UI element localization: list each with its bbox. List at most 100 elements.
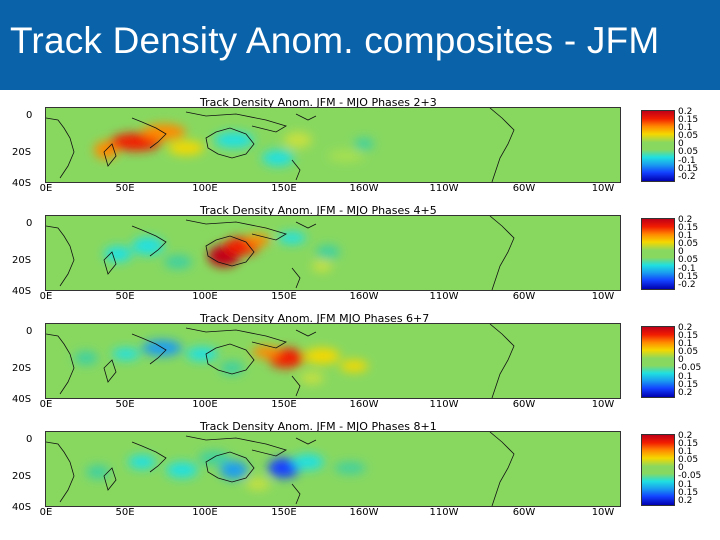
anomaly-blob: [262, 150, 294, 166]
x-tick-label: 0E: [39, 507, 53, 518]
colorbar-label: 0.05: [678, 147, 699, 158]
colorbar-label: 0.1: [678, 371, 693, 382]
anomaly-blob: [268, 458, 300, 478]
y-tick-label: 0: [26, 434, 33, 445]
colorbar-labels: 0.2 0.15 0.1 0.05 0 0.05 -0.1 0.15 -0.2: [678, 215, 720, 289]
x-tick-label: 160W: [349, 507, 379, 518]
colorbar-label: -0.2: [678, 171, 696, 182]
x-tick-label: 60W: [512, 399, 536, 410]
anomaly-blob: [168, 141, 204, 155]
anomaly-map: [45, 215, 621, 291]
anomaly-blob: [86, 465, 110, 479]
x-tick-label: 100E: [192, 183, 218, 194]
colorbar-label: 0.05: [678, 347, 699, 358]
colorbar-label: 0: [678, 463, 684, 474]
anomaly-blob: [300, 372, 324, 384]
colorbar-labels: 0.2 0.15 0.1 0.05 0 -0.05 0.1 0.15 0.2: [678, 323, 720, 397]
colorbar-label: 0.1: [678, 339, 693, 350]
x-tick-label: 100E: [192, 507, 218, 518]
colorbar-label: 0: [678, 247, 684, 258]
anomaly-blob: [112, 348, 140, 360]
x-tick-label: 150E: [271, 291, 297, 302]
y-tick-label: 40S: [12, 286, 32, 297]
anomaly-blob: [166, 462, 198, 478]
x-tick-label: 60W: [512, 183, 536, 194]
colorbar: [641, 110, 675, 182]
colorbar-label: 0.2: [678, 215, 693, 225]
anomaly-blob: [214, 132, 254, 148]
coastlines: [46, 108, 515, 182]
colorbar-label: 0.2: [678, 431, 693, 441]
colorbar-label: -0.05: [678, 471, 702, 482]
colorbar-label: 0.15: [678, 115, 699, 126]
colorbar-label: 0.05: [678, 239, 699, 250]
map-panel-phases-8-1: Track Density Anom. JFM - MJO Phases 8+1…: [0, 420, 720, 528]
colorbar-label: 0.15: [678, 331, 699, 342]
colorbar-label: 0.2: [678, 107, 693, 117]
colorbar-label: 0.1: [678, 447, 693, 458]
y-tick-label: 20S: [12, 471, 32, 482]
x-tick-label: 10W: [591, 291, 615, 302]
colorbar-label: 0.1: [678, 123, 693, 134]
anomaly-blob: [292, 454, 324, 470]
y-tick-label: 40S: [12, 178, 32, 189]
anomaly-blob: [74, 351, 98, 365]
colorbar-label: 0.05: [678, 131, 699, 142]
anomaly-blob: [128, 455, 156, 469]
panel-title: Track Density Anom. JFM - MJO Phases 4+5: [200, 204, 437, 217]
x-tick-label: 110W: [429, 183, 459, 194]
x-tick-label: 160W: [349, 399, 379, 410]
y-tick-label: 0: [26, 326, 33, 337]
colorbar-label: -0.05: [678, 363, 702, 374]
anomaly-blob: [164, 255, 192, 269]
anomaly-blob: [252, 346, 280, 358]
x-tick-label: 50E: [115, 399, 135, 410]
x-tick-label: 0E: [39, 399, 53, 410]
anomaly-map: [45, 323, 621, 399]
x-tick-label: 100E: [192, 399, 218, 410]
anomaly-blob: [220, 361, 244, 375]
x-tick-label: 110W: [429, 399, 459, 410]
anomaly-blob: [142, 124, 186, 140]
x-tick-label: 50E: [115, 183, 135, 194]
x-tick-label: 160W: [349, 183, 379, 194]
y-tick-label: 0: [26, 110, 33, 121]
anomaly-blob: [340, 360, 368, 372]
colorbar-label: 0.2: [678, 495, 693, 506]
colorbar-label: 0.1: [678, 231, 693, 242]
colorbar: [641, 434, 675, 506]
y-tick-label: 0: [26, 218, 33, 229]
colorbar-label: -0.1: [678, 155, 696, 166]
anomaly-blob: [278, 232, 306, 244]
colorbar-label: 0.2: [678, 323, 693, 333]
x-tick-label: 60W: [512, 507, 536, 518]
colorbar-label: 0.05: [678, 255, 699, 266]
x-tick-label: 160W: [349, 291, 379, 302]
page-title: Track Density Anom. composites - JFM: [10, 20, 660, 61]
colorbar: [641, 218, 675, 290]
map-panel-phases-2-3: Track Density Anom. JFM - MJO Phases 2+3…: [0, 96, 720, 204]
x-tick-label: 150E: [271, 399, 297, 410]
colorbar-label: 0: [678, 139, 684, 150]
y-tick-label: 40S: [12, 502, 32, 513]
anomaly-blob: [354, 138, 374, 150]
x-tick-label: 50E: [115, 291, 135, 302]
y-tick-label: 20S: [12, 147, 32, 158]
colorbar-labels: 0.2 0.15 0.1 0.05 0 -0.05 0.1 0.15 0.2: [678, 431, 720, 506]
anomaly-blob: [334, 462, 366, 474]
colorbar-label: 0.15: [678, 271, 699, 282]
colorbar-label: 0.15: [678, 163, 699, 174]
x-tick-label: 60W: [512, 291, 536, 302]
colorbar-label: 0.15: [678, 223, 699, 234]
colorbar-labels: 0.2 0.15 0.1 0.05 0 0.05 -0.1 0.15 -0.2: [678, 107, 720, 182]
colorbar-label: 0: [678, 355, 684, 366]
anomaly-blob: [186, 347, 218, 361]
anomaly-blob: [132, 237, 164, 255]
anomaly-map: [45, 107, 621, 183]
x-tick-label: 150E: [271, 183, 297, 194]
coastlines: [46, 324, 515, 398]
colorbar-label: 0.1: [678, 479, 693, 490]
anomaly-blob: [104, 246, 132, 262]
panel-title: Track Density Anom. JFM - MJO Phases 8+1: [200, 420, 437, 433]
y-tick-label: 20S: [12, 363, 32, 374]
